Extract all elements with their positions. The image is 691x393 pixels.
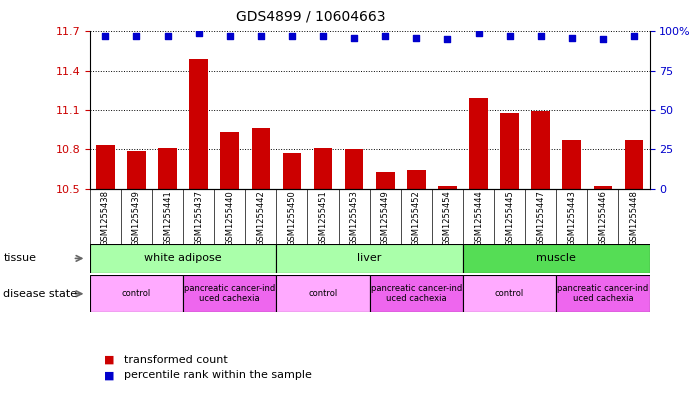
Point	[317, 33, 328, 39]
Text: pancreatic cancer-ind
uced cachexia: pancreatic cancer-ind uced cachexia	[370, 284, 462, 303]
Text: ■: ■	[104, 354, 114, 365]
Text: GDS4899 / 10604663: GDS4899 / 10604663	[236, 10, 386, 24]
Bar	[463, 244, 650, 273]
Point	[628, 33, 639, 39]
Text: pancreatic cancer-ind
uced cachexia: pancreatic cancer-ind uced cachexia	[184, 284, 276, 303]
Text: pancreatic cancer-ind
uced cachexia: pancreatic cancer-ind uced cachexia	[557, 284, 649, 303]
Bar	[96, 145, 115, 189]
Bar	[556, 275, 650, 312]
Point	[442, 36, 453, 42]
Bar	[158, 148, 177, 189]
Text: ■: ■	[104, 370, 114, 380]
Bar	[276, 275, 370, 312]
Text: tissue: tissue	[3, 253, 37, 263]
Bar	[183, 275, 276, 312]
Bar	[625, 140, 643, 189]
Text: control: control	[122, 289, 151, 298]
Point	[597, 36, 608, 42]
Point	[100, 33, 111, 39]
Bar	[562, 140, 581, 189]
Point	[380, 33, 391, 39]
Point	[566, 35, 577, 41]
Point	[535, 33, 546, 39]
Bar	[220, 132, 239, 189]
Bar	[370, 275, 463, 312]
Text: white adipose: white adipose	[144, 253, 222, 263]
Point	[224, 33, 235, 39]
Bar	[276, 244, 463, 273]
Bar	[469, 98, 488, 189]
Bar	[407, 170, 426, 189]
Bar	[283, 153, 301, 189]
Bar	[252, 129, 270, 189]
Point	[410, 35, 422, 41]
Bar	[594, 186, 612, 189]
Point	[162, 33, 173, 39]
Point	[286, 33, 297, 39]
Text: percentile rank within the sample: percentile rank within the sample	[124, 370, 312, 380]
Text: transformed count: transformed count	[124, 354, 228, 365]
Text: disease state: disease state	[3, 289, 77, 299]
Bar	[345, 149, 363, 189]
Bar	[189, 59, 208, 189]
Bar	[127, 151, 146, 189]
Bar	[314, 148, 332, 189]
Bar	[90, 275, 183, 312]
Point	[131, 33, 142, 39]
Bar	[376, 172, 395, 189]
Bar	[500, 113, 519, 189]
Text: liver: liver	[357, 253, 382, 263]
Bar	[438, 186, 457, 189]
Point	[473, 30, 484, 36]
Text: muscle: muscle	[536, 253, 576, 263]
Bar	[531, 111, 550, 189]
Point	[193, 30, 204, 36]
Bar	[90, 244, 276, 273]
Point	[348, 35, 359, 41]
Text: control: control	[308, 289, 338, 298]
Bar	[463, 275, 556, 312]
Text: control: control	[495, 289, 524, 298]
Point	[504, 33, 515, 39]
Point	[255, 33, 266, 39]
